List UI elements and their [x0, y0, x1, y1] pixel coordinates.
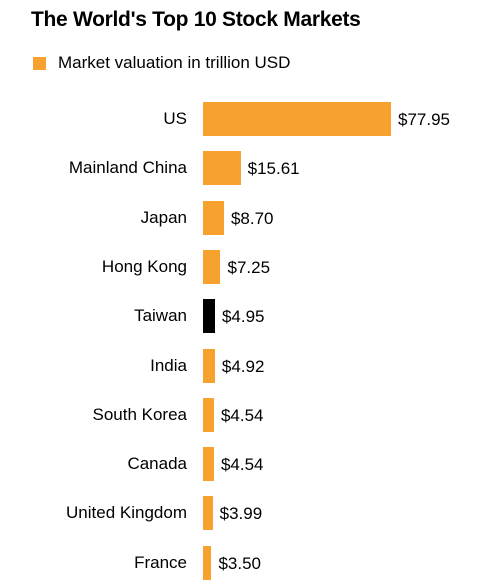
- bar: [203, 200, 224, 235]
- value-label: $4.92: [221, 356, 265, 376]
- y-tick-label: India: [150, 355, 187, 375]
- value-label: $4.54: [220, 455, 264, 475]
- value-label: $7.25: [227, 257, 271, 277]
- bar: [203, 102, 391, 136]
- y-tick-label: France: [134, 552, 187, 572]
- value-label: $8.70: [230, 208, 274, 228]
- bar: [203, 348, 215, 383]
- value-label: $3.50: [218, 553, 261, 573]
- bar: [203, 249, 221, 284]
- y-tick-label: Japan: [140, 207, 187, 227]
- value-label: $15.61: [247, 159, 300, 179]
- y-tick-label: Hong Kong: [101, 256, 187, 276]
- legend-label: Market valuation in trillion USD: [58, 53, 291, 72]
- y-tick-label: US: [163, 109, 187, 128]
- value-label: $4.95: [221, 307, 265, 327]
- y-tick-label: South Korea: [92, 404, 187, 424]
- value-label: $4.54: [220, 405, 264, 425]
- legend-swatch: [33, 57, 46, 70]
- bar: [203, 397, 214, 432]
- y-tick-label: United Kingdom: [66, 503, 187, 523]
- chart-title: The World's Top 10 Stock Markets: [31, 8, 361, 31]
- value-label: $3.99: [219, 504, 263, 524]
- y-tick-label: Canada: [127, 454, 187, 474]
- bar: [203, 151, 241, 186]
- bar: [203, 447, 214, 482]
- bar: [203, 545, 212, 580]
- value-label: $77.95: [398, 110, 450, 129]
- y-tick-label: Mainland China: [68, 158, 187, 178]
- bar: [203, 299, 215, 334]
- bar: [203, 496, 213, 531]
- y-tick-label: Taiwan: [134, 306, 187, 326]
